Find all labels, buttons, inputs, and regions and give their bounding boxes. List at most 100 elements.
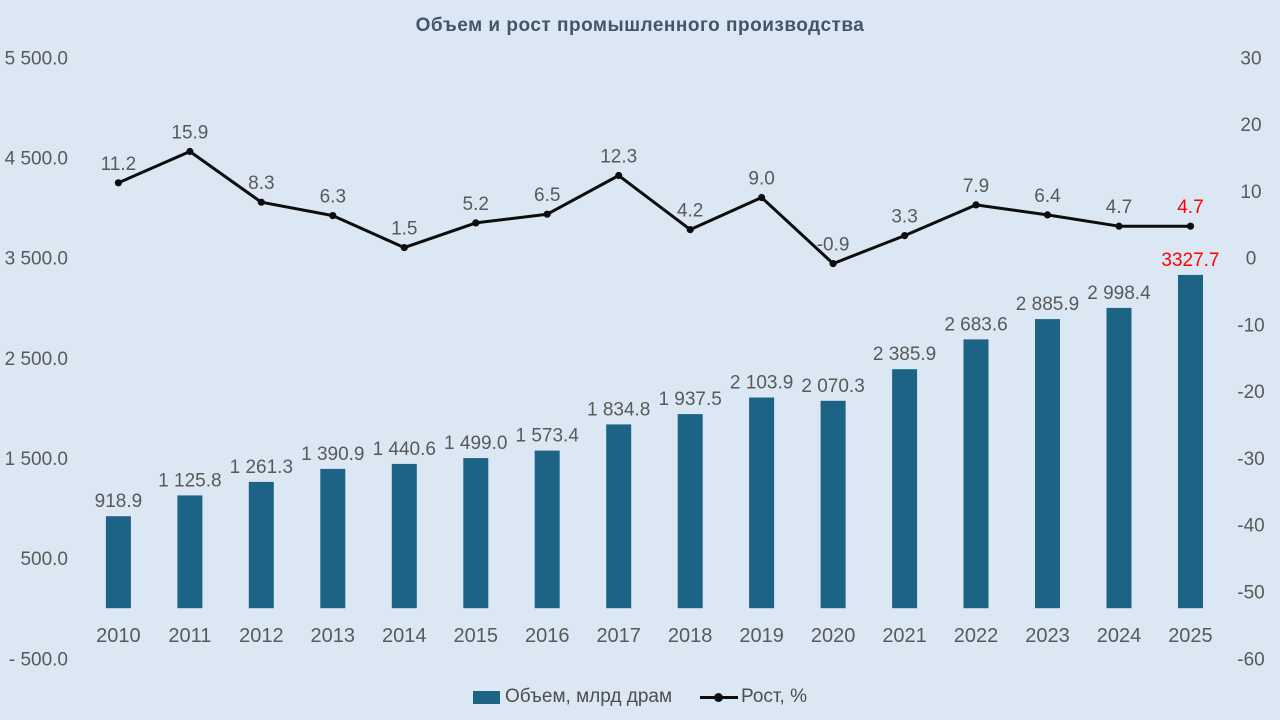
line-group: 11.2 15.9 8.3 6.3 1.5 5.2 6.5 12.3 4.2 9.0 -0.9 3.3…: [101, 122, 1204, 268]
line-data-label: 4.7: [1177, 197, 1203, 218]
left-axis-tick-label: 3 500.0: [5, 249, 68, 270]
line-point-2022: [972, 201, 980, 209]
growth-line: [117, 150, 1191, 266]
line-data-label: 6.5: [534, 185, 560, 206]
line-data-label: 11.2: [101, 154, 137, 175]
x-axis-tick-label: 2020: [811, 625, 856, 647]
x-axis-tick-label: 2010: [96, 625, 141, 647]
bar-2019: [749, 397, 775, 609]
x-axis-tick-label: 2016: [525, 625, 570, 647]
x-axis-tick-label: 2014: [382, 625, 427, 647]
bar-data-label: 918.9: [95, 491, 143, 512]
bar-2021: [892, 369, 918, 609]
bar-data-label: 2 683.6: [944, 314, 1007, 335]
bar-data-label: 1 937.5: [658, 389, 721, 410]
bar-2020: [820, 400, 846, 609]
bar-data-label: 2 385.9: [873, 344, 936, 365]
right-axis-tick-label: -60: [1237, 649, 1264, 670]
bar-data-label: 2 070.3: [801, 376, 864, 397]
chart-title: Объем и рост промышленного производства: [415, 15, 865, 36]
bar-2016: [534, 450, 560, 609]
bar-data-label: 1 440.6: [373, 439, 436, 460]
x-axis-tick-label: 2022: [954, 625, 999, 647]
bar-data-label: 3327.7: [1161, 250, 1219, 271]
right-axis: 30 20 10 0 -10 -20 -30 -40 -50 -60: [1237, 48, 1264, 670]
bar-data-label: 2 103.9: [730, 372, 793, 393]
x-axis-tick-label: 2013: [311, 625, 356, 647]
bar-2018: [677, 414, 703, 609]
chart-legend: Объем, млрд драм Рост, %: [0, 686, 1280, 708]
left-axis-tick-label: 5 500.0: [5, 48, 68, 69]
line-data-label: 4.7: [1106, 197, 1132, 218]
line-point-2021: [901, 232, 909, 240]
line-point-2023: [1043, 211, 1052, 219]
bar-2017: [606, 424, 632, 609]
bar-2012: [248, 481, 274, 609]
line-point-2017: [615, 171, 623, 180]
line-data-label: 3.3: [891, 207, 917, 228]
line-point-2016: [543, 210, 551, 218]
bar-data-label: 1 499.0: [444, 433, 507, 454]
left-axis-tick-label: 2 500.0: [5, 349, 68, 370]
line-point-2018: [686, 226, 694, 234]
line-data-label: -0.9: [817, 235, 850, 256]
bar-2013: [320, 468, 346, 609]
bar-data-label: 1 834.8: [587, 399, 650, 420]
line-point-2024: [1115, 222, 1123, 230]
right-axis-tick-label: 30: [1240, 48, 1261, 69]
line-data-label: 6.4: [1034, 186, 1061, 207]
x-axis-tick-label: 2021: [882, 625, 927, 647]
x-axis-tick-label: 2012: [239, 625, 284, 647]
bar-data-label: 1 125.8: [158, 470, 221, 491]
line-point-2011: [186, 147, 194, 156]
line-data-label: 7.9: [963, 176, 989, 197]
line-point-2020: [829, 260, 837, 268]
line-data-label: 1.5: [391, 219, 417, 240]
x-axis-tick-label: 2011: [168, 625, 211, 647]
left-axis-tick-label: 4 500.0: [5, 148, 68, 169]
bar-2010: [105, 516, 131, 609]
right-axis-tick-label: 10: [1240, 182, 1261, 203]
line-data-label: 8.3: [248, 173, 274, 194]
bar-2023: [1035, 319, 1060, 609]
bar-2022: [963, 339, 989, 609]
bar-2014: [391, 463, 417, 609]
legend-bar-swatch-icon: [473, 690, 500, 704]
x-axis-tick-label: 2024: [1097, 625, 1142, 647]
legend-line-label: Рост, %: [741, 686, 807, 707]
bar-2025: [1178, 274, 1203, 609]
left-axis-tick-label: - 500.0: [9, 649, 68, 670]
right-axis-tick-label: -50: [1237, 583, 1264, 604]
right-axis-tick-label: -20: [1237, 382, 1264, 403]
bar-data-label: 1 573.4: [516, 426, 580, 447]
bar-data-label: 2 885.9: [1016, 294, 1079, 315]
left-axis-tick-label: 1 500.0: [5, 449, 68, 470]
x-axis: 2010 2011 2012 2013 2014 2015 2016 2017 2018 2019…: [96, 625, 1213, 647]
line-data-label: 9.0: [748, 169, 774, 190]
line-data-label: 5.2: [463, 194, 489, 215]
right-axis-tick-label: 0: [1246, 249, 1257, 270]
line-point-2010: [114, 179, 122, 187]
legend-line-marker-icon: [700, 692, 739, 702]
left-axis: 5 500.0 4 500.0 3 500.0 2 500.0 1 500.0 500.0…: [5, 48, 68, 670]
bar-data-label: 2 998.4: [1087, 283, 1151, 304]
bar-data-label: 1 390.9: [301, 444, 364, 465]
bar-2011: [177, 495, 203, 609]
line-data-label: 6.3: [320, 187, 346, 208]
line-data-label: 4.2: [677, 201, 703, 222]
line-point-2019: [758, 193, 766, 202]
left-axis-tick-label: 500.0: [20, 549, 68, 570]
bar-data-label: 1 261.3: [230, 457, 293, 478]
bar-2015: [463, 458, 489, 609]
line-point-2015: [472, 219, 480, 227]
line-point-2014: [400, 244, 408, 252]
x-axis-tick-label: 2015: [454, 625, 499, 647]
x-axis-tick-label: 2018: [668, 625, 713, 647]
line-point-2013: [329, 212, 337, 220]
x-axis-tick-label: 2025: [1168, 625, 1213, 647]
line-point-2025: [1186, 222, 1195, 230]
x-axis-tick-label: 2019: [739, 625, 784, 647]
line-point-2012: [257, 198, 265, 206]
